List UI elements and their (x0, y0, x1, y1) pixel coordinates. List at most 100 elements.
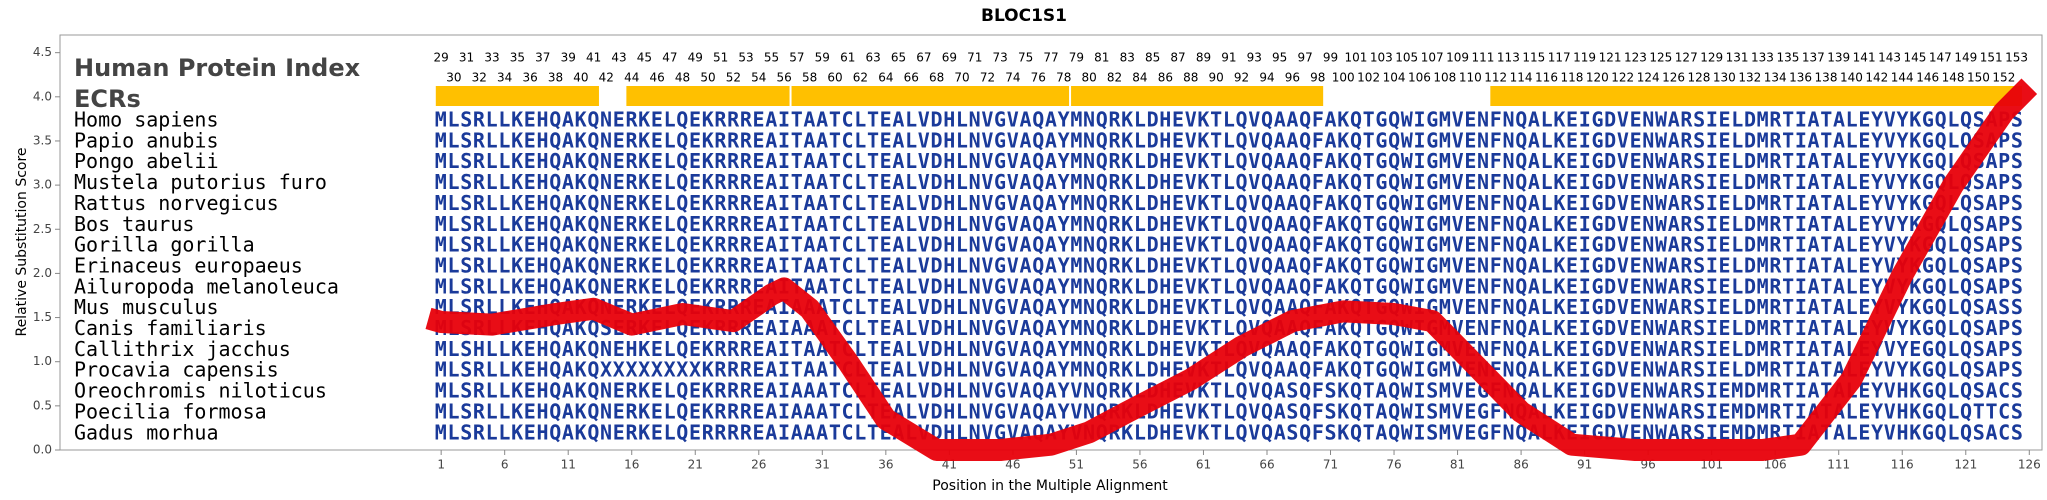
x-tick-label: 86 (1513, 458, 1528, 472)
x-tick-label: 106 (1764, 458, 1787, 472)
protein-index-label: 47 (662, 51, 677, 65)
species-label: Callithrix jacchus (74, 337, 291, 361)
protein-index-label: 101 (1344, 51, 1367, 65)
protein-index-label: 153 (2005, 51, 2028, 65)
protein-index-label: 97 (1297, 51, 1312, 65)
protein-index-label: 150 (1967, 71, 1990, 85)
species-label: Ailuropoda melanoleuca (74, 274, 339, 298)
protein-index-label: 113 (1497, 51, 1520, 65)
protein-index-label: 145 (1903, 51, 1926, 65)
protein-index-label: 129 (1700, 51, 1723, 65)
protein-index-label: 61 (840, 51, 855, 65)
protein-index-label: 49 (688, 51, 703, 65)
protein-index-label: 139 (1827, 51, 1850, 65)
protein-index-label: 119 (1573, 51, 1596, 65)
protein-index-label: 130 (1713, 71, 1736, 85)
protein-index-label: 29 (434, 51, 449, 65)
x-tick-label: 71 (1323, 458, 1338, 472)
protein-index-label: 55 (764, 51, 779, 65)
protein-index-label: 148 (1942, 71, 1965, 85)
protein-index-label: 128 (1688, 71, 1711, 85)
protein-index-label: 151 (1980, 51, 2003, 65)
protein-index-label: 100 (1332, 71, 1355, 85)
protein-index-label: 46 (650, 71, 665, 85)
protein-index-label: 50 (700, 71, 715, 85)
panel-title: Human Protein Index (74, 54, 361, 82)
protein-index-label: 78 (1056, 71, 1071, 85)
protein-index-label: 51 (713, 51, 728, 65)
protein-index-label: 142 (1865, 71, 1888, 85)
sequence: MLSRLLKEHQAKQNERKELQEKRRREAITAATCLTEALVD… (435, 191, 2023, 215)
x-tick-label: 121 (1954, 458, 1977, 472)
protein-index-label: 108 (1433, 71, 1456, 85)
protein-index-label: 67 (916, 51, 931, 65)
protein-index-label: 92 (1234, 71, 1249, 85)
protein-index-label: 137 (1802, 51, 1825, 65)
species-label: Erinaceus europaeus (74, 253, 303, 277)
x-tick-label: 21 (688, 458, 703, 472)
sequence: MLSRLLKEHQAKQNERKELQEKRRREAITAATCLTEALVD… (435, 253, 2023, 277)
protein-index-label: 41 (586, 51, 601, 65)
protein-index-label: 83 (1120, 51, 1135, 65)
protein-index-label: 112 (1484, 71, 1507, 85)
species-label: Gadus morhua (74, 420, 219, 444)
protein-index-label: 144 (1891, 71, 1914, 85)
protein-index-label: 53 (738, 51, 753, 65)
protein-index-label: 34 (497, 71, 512, 85)
protein-index-label: 42 (599, 71, 614, 85)
protein-index-label: 39 (561, 51, 576, 65)
protein-index-label: 64 (878, 71, 893, 85)
protein-index-label: 90 (1209, 71, 1224, 85)
species-label: Rattus norvegicus (74, 191, 279, 215)
protein-index-label: 85 (1145, 51, 1160, 65)
x-tick-label: 46 (1005, 458, 1020, 472)
x-tick-label: 116 (1891, 458, 1914, 472)
y-tick-label: 2.5 (33, 222, 52, 236)
protein-index-label: 111 (1472, 51, 1495, 65)
protein-index-label: 31 (459, 51, 474, 65)
protein-index-label: 135 (1776, 51, 1799, 65)
protein-index-label: 126 (1662, 71, 1685, 85)
ecr-bar (435, 86, 599, 106)
x-tick-label: 126 (2018, 458, 2041, 472)
protein-index-label: 74 (1005, 71, 1020, 85)
protein-index-label: 123 (1624, 51, 1647, 65)
x-tick-label: 111 (1827, 458, 1850, 472)
x-tick-label: 91 (1577, 458, 1592, 472)
protein-index-label: 81 (1094, 51, 1109, 65)
protein-index-label: 71 (967, 51, 982, 65)
protein-index-label: 103 (1370, 51, 1393, 65)
protein-index-label: 106 (1408, 71, 1431, 85)
x-tick-label: 1 (437, 458, 445, 472)
protein-index-label: 58 (802, 71, 817, 85)
protein-index-label: 115 (1522, 51, 1545, 65)
species-label: Homo sapiens (74, 108, 219, 132)
protein-index-label: 30 (446, 71, 461, 85)
protein-index-label: 143 (1878, 51, 1901, 65)
protein-index-label: 136 (1789, 71, 1812, 85)
protein-index-label: 117 (1548, 51, 1571, 65)
protein-index-label: 59 (815, 51, 830, 65)
x-tick-label: 6 (501, 458, 509, 472)
species-label: Mustela putorius furo (74, 170, 327, 194)
x-tick-label: 26 (751, 458, 766, 472)
y-tick-label: 1.5 (33, 310, 52, 324)
x-tick-label: 11 (561, 458, 576, 472)
protein-index-label: 65 (891, 51, 906, 65)
protein-index-label: 89 (1196, 51, 1211, 65)
protein-index-label: 36 (522, 71, 537, 85)
protein-index-label: 104 (1383, 71, 1406, 85)
protein-index-label: 77 (1043, 51, 1058, 65)
protein-index-label: 120 (1586, 71, 1609, 85)
protein-index-label: 102 (1357, 71, 1380, 85)
sequence: MLSRLLKEHQAKQNERKELQEKRRREAIAAATCLTEALVD… (435, 399, 2023, 423)
protein-index-label: 35 (510, 51, 525, 65)
protein-index-label: 146 (1916, 71, 1939, 85)
protein-index-label: 98 (1310, 71, 1325, 85)
x-tick-label: 81 (1450, 458, 1465, 472)
protein-index-label: 124 (1637, 71, 1660, 85)
score-line (425, 78, 2038, 461)
x-tick-label: 16 (624, 458, 639, 472)
sequence: MLSRLLKEHQAKQNERKELQEKRRREAITAATCLTEALVD… (435, 274, 2023, 298)
x-tick-label: 56 (1132, 458, 1147, 472)
